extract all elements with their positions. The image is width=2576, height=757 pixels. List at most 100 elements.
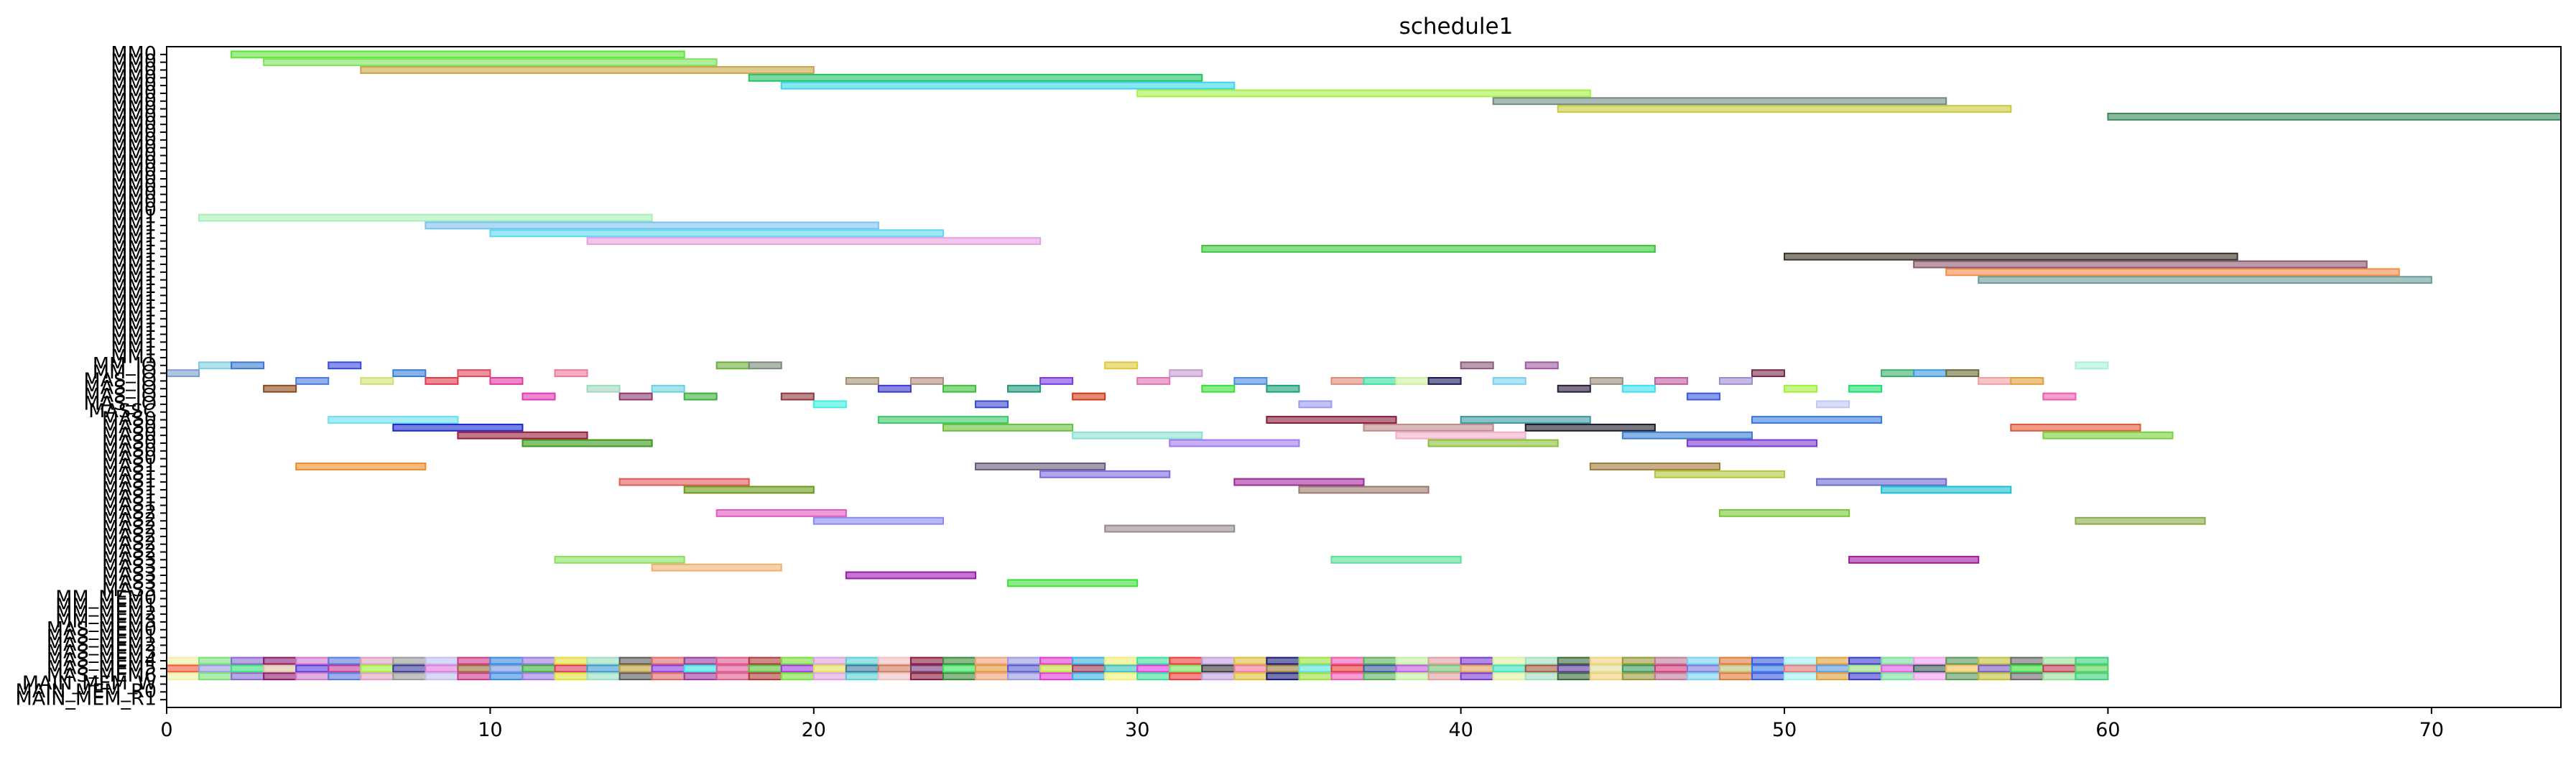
y-tick-label: MAS0	[102, 424, 157, 446]
y-tick-label: MM0	[111, 175, 157, 197]
y-tick-label: MAS3	[102, 556, 157, 578]
y-tick-label: MAS_MEM3	[47, 641, 157, 664]
main-mem-slot-78-14	[618, 656, 653, 665]
x-axis: 0 10 20 30 40 50 60 70	[160, 707, 2444, 741]
task-bar-115	[1848, 555, 1980, 564]
main-mem-slot-80-23	[909, 672, 944, 681]
y-tick-label: MM0	[111, 128, 157, 150]
task-bar-74	[812, 400, 847, 409]
task-bar-71	[1072, 392, 1106, 401]
main-mem-slot-79-5	[328, 664, 362, 673]
main-mem-slot-78-29	[1104, 656, 1139, 665]
main-mem-slot-79-7	[392, 664, 427, 673]
task-bar-75	[975, 400, 1009, 409]
main-mem-slot-80-31	[1169, 672, 1203, 681]
y-tick-label: MM1	[111, 206, 157, 228]
task-bar-69	[683, 392, 718, 401]
y-tick-label: MM0	[111, 152, 157, 174]
task-bar-50	[1589, 376, 1623, 385]
task-bar-116	[651, 563, 782, 572]
task-bar-70	[780, 392, 815, 401]
main-mem-slot-78-17	[715, 656, 750, 665]
main-mem-slot-80-40	[1460, 672, 1494, 681]
main-mem-slot-80-38	[1395, 672, 1430, 681]
task-bar-7	[1557, 105, 2012, 113]
y-tick-label: MAS3	[102, 571, 157, 593]
task-bar-99	[1589, 463, 1720, 470]
task-bar-35	[1945, 369, 1980, 378]
task-bar-51	[1654, 376, 1688, 385]
task-bar-26	[2075, 361, 2109, 370]
y-tick-label: MM0	[111, 159, 157, 182]
y-tick-label: MM1	[111, 299, 157, 322]
task-bar-76	[1298, 400, 1333, 409]
main-mem-slot-79-0	[166, 664, 200, 673]
task-bar-17	[1978, 276, 2432, 284]
main-mem-slot-80-22	[877, 672, 912, 681]
main-mem-slot-78-10	[489, 656, 524, 665]
task-bar-3	[748, 73, 1203, 82]
main-mem-slot-79-12	[554, 664, 588, 673]
task-bar-53	[1978, 376, 2012, 385]
main-mem-slot-78-31	[1169, 656, 1203, 665]
main-mem-slot-79-39	[1427, 664, 1462, 673]
main-mem-slot-80-34	[1266, 672, 1300, 681]
main-mem-slot-78-56	[1978, 656, 2012, 665]
main-mem-slot-78-13	[586, 656, 621, 665]
task-bar-111	[2075, 516, 2206, 525]
task-bar-55	[263, 384, 297, 393]
task-bar-87	[2010, 423, 2141, 432]
task-bar-27	[166, 369, 200, 378]
task-bar-38	[425, 376, 459, 385]
main-mem-slot-79-59	[2075, 664, 2109, 673]
y-tick-label: MM0	[111, 81, 157, 103]
main-mem-slot-80-45	[1621, 672, 1656, 681]
main-mem-slot-78-52	[1848, 656, 1883, 665]
task-bar-16	[1945, 268, 2400, 277]
task-bar-15	[1913, 260, 2368, 269]
y-tick-label: MM1	[111, 284, 157, 306]
y-tick-label: MASSC	[88, 400, 157, 422]
y-tick-label: MM1	[111, 330, 157, 353]
task-bar-114	[1330, 555, 1462, 564]
main-mem-slot-78-46	[1654, 656, 1688, 665]
task-bar-94	[1169, 439, 1300, 447]
task-bar-45	[1330, 376, 1365, 385]
y-tick-label: MAS_IO	[83, 392, 157, 414]
main-mem-slot-80-13	[586, 672, 621, 681]
y-tick-label: MM0	[111, 50, 157, 73]
main-mem-slot-78-7	[392, 656, 427, 665]
main-mem-slot-79-19	[780, 664, 815, 673]
y-tick-label: MM_MEM2	[55, 603, 157, 625]
task-bar-81	[1460, 416, 1591, 424]
task-bar-80	[1266, 416, 1397, 424]
main-mem-slot-79-18	[748, 664, 782, 673]
main-mem-slot-78-12	[554, 656, 588, 665]
main-mem-slot-79-48	[1718, 664, 1753, 673]
task-bar-48	[1427, 376, 1462, 385]
task-bar-72	[1686, 392, 1720, 401]
task-bar-52	[1718, 376, 1753, 385]
task-bar-49	[1492, 376, 1526, 385]
task-bar-97	[295, 463, 427, 470]
main-mem-slot-79-56	[1978, 664, 2012, 673]
task-bar-25	[1524, 361, 1559, 370]
y-tick-label: MAS1	[102, 470, 157, 493]
x-tick-label: 30	[1125, 719, 1149, 741]
main-mem-slot-79-14	[618, 664, 653, 673]
task-bar-110	[812, 516, 944, 525]
task-bar-62	[1266, 384, 1300, 393]
y-tick-label: MAS_MEM4	[47, 649, 157, 672]
main-mem-slot-79-46	[1654, 664, 1688, 673]
y-tick-label: MAS0	[102, 432, 157, 454]
task-bar-108	[715, 508, 847, 517]
main-mem-slot-78-25	[975, 656, 1009, 665]
main-mem-slot-79-9	[457, 664, 491, 673]
task-bar-31	[1169, 369, 1203, 378]
main-mem-slot-79-51	[1816, 664, 1850, 673]
main-mem-slot-78-11	[522, 656, 556, 665]
main-mem-slot-78-34	[1266, 656, 1300, 665]
task-bar-88	[457, 431, 588, 440]
main-mem-slot-80-18	[748, 672, 782, 681]
task-bars	[166, 50, 2562, 681]
